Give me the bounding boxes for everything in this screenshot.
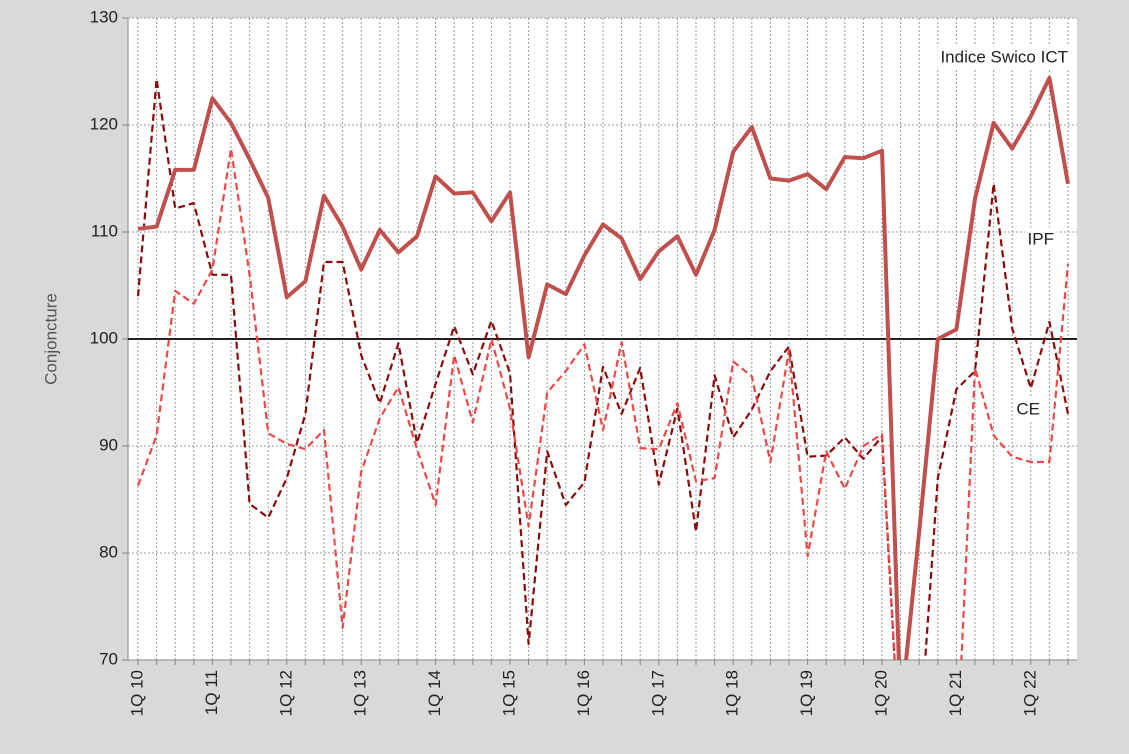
x-tick-label: 1Q 18 bbox=[723, 670, 742, 716]
y-tick-label: 110 bbox=[91, 221, 118, 240]
x-tick-label: 1Q 21 bbox=[946, 670, 965, 716]
series-label-bg bbox=[1024, 227, 1057, 251]
x-tick-label: 1Q 15 bbox=[499, 670, 518, 716]
y-tick-label: 70 bbox=[99, 649, 118, 668]
x-tick-label: 1Q 20 bbox=[871, 670, 890, 716]
y-tick-label: 80 bbox=[99, 542, 118, 561]
y-tick-label: 120 bbox=[90, 114, 118, 133]
x-tick-label: 1Q 11 bbox=[202, 670, 221, 715]
x-tick-label: 1Q 16 bbox=[574, 670, 593, 716]
x-tick-label: 1Q 22 bbox=[1020, 670, 1039, 716]
x-tick-label: 1Q 14 bbox=[425, 670, 444, 716]
series-label: CE bbox=[1016, 399, 1040, 418]
series-line bbox=[136, 77, 1070, 660]
x-tick-label: 1Q 19 bbox=[797, 670, 816, 716]
series-line bbox=[137, 75, 1070, 660]
series-line bbox=[136, 147, 1070, 660]
y-tick-label: 90 bbox=[99, 435, 118, 454]
x-tick-label: 1Q 10 bbox=[127, 670, 146, 716]
series-label: IPF bbox=[1028, 229, 1054, 248]
x-tick-label: 1Q 12 bbox=[276, 670, 295, 716]
y-axis-label: Conjoncture bbox=[41, 293, 60, 385]
series-label-bg bbox=[937, 45, 1071, 69]
y-tick-label: 130 bbox=[90, 7, 118, 26]
series-label-bg bbox=[1013, 397, 1043, 421]
y-tick-label: 100 bbox=[90, 328, 118, 347]
series-label: Indice Swico ICT bbox=[940, 47, 1068, 66]
x-tick-label: 1Q 17 bbox=[648, 670, 667, 716]
x-tick-label: 1Q 13 bbox=[351, 670, 370, 716]
